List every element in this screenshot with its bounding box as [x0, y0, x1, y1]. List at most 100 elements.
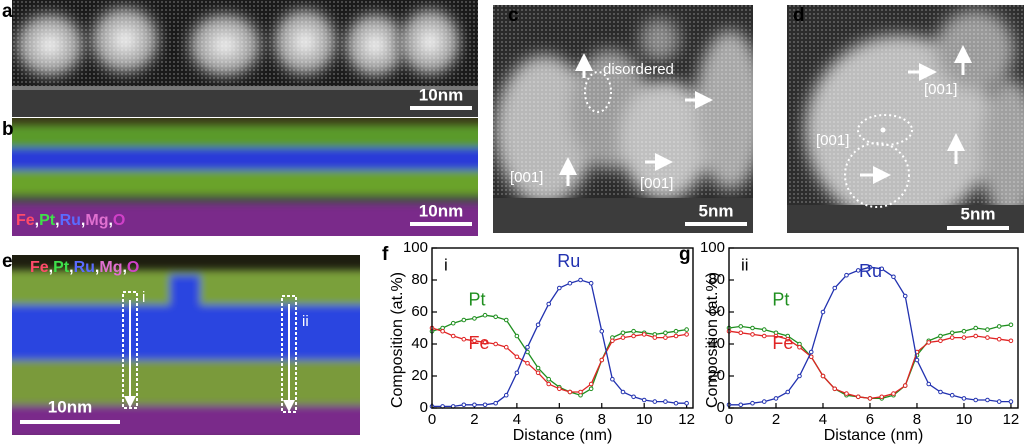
element-name: Mg: [85, 212, 108, 229]
y-tick-label: 100: [403, 239, 428, 256]
element-name: O: [127, 259, 139, 276]
x-tick-label: 6: [555, 411, 563, 428]
data-point: [808, 349, 814, 355]
data-point: [503, 317, 509, 323]
data-point: [750, 332, 755, 337]
x-tick-label: 8: [598, 411, 606, 428]
data-point: [525, 360, 530, 366]
data-point: [546, 381, 552, 387]
data-point: [567, 280, 573, 286]
separator: ,: [55, 212, 59, 229]
x-tick-label: 4: [819, 411, 827, 428]
data-point: [949, 335, 955, 340]
data-point: [938, 389, 943, 395]
data-point: [902, 293, 908, 299]
data-point: [514, 370, 520, 376]
data-point: [461, 336, 467, 342]
panel-label: g: [679, 244, 691, 265]
image-e: [12, 255, 360, 435]
data-point: [926, 381, 932, 387]
data-point: [641, 397, 647, 403]
x-tick-label: 8: [913, 411, 921, 428]
x-tick-label: 12: [1003, 411, 1020, 428]
element-name: Ru: [60, 212, 81, 229]
scale-bar-label: 5nm: [961, 204, 996, 223]
data-point: [761, 333, 767, 339]
annotation: i: [142, 289, 145, 306]
data-point: [750, 400, 755, 406]
data-point: [996, 324, 1002, 329]
data-point: [472, 316, 477, 321]
data-point: [610, 376, 615, 382]
x-tick-label: 10: [956, 411, 973, 428]
data-point: [652, 399, 658, 404]
data-point: [588, 386, 594, 392]
element-legend: Fe,Pt,Ru,Mg,O: [16, 212, 125, 229]
element-name: Mg: [99, 259, 122, 276]
panel-label: c: [508, 5, 519, 26]
y-tick-label: 60: [411, 303, 428, 320]
data-point: [578, 389, 583, 395]
element-name: Ru: [74, 259, 95, 276]
data-point: [797, 373, 802, 379]
data-point: [557, 285, 562, 291]
data-point: [961, 396, 967, 401]
data-point: [673, 333, 679, 339]
data-point: [1008, 322, 1014, 328]
annotation: [001]: [510, 169, 543, 186]
data-point: [738, 330, 744, 336]
y-tick-label: 0: [420, 399, 428, 416]
x-tick-label: 2: [772, 411, 780, 428]
series-line: [728, 330, 1012, 400]
data-point: [867, 396, 873, 401]
data-point: [599, 328, 605, 334]
data-point: [879, 266, 885, 272]
data-point: [996, 336, 1002, 342]
image-d: [787, 5, 1024, 233]
data-point: [535, 365, 541, 371]
data-point: [832, 386, 838, 392]
data-point: [461, 317, 467, 323]
x-tick-label: 10: [636, 411, 653, 428]
x-tick-label: 12: [678, 411, 695, 428]
image-a: [12, 0, 478, 117]
data-point: [949, 330, 955, 336]
data-point: [797, 344, 802, 350]
data-point: [855, 394, 861, 400]
annotation: ii: [741, 255, 749, 274]
y-tick-label: 60: [708, 303, 725, 320]
separator: ,: [81, 212, 85, 229]
series-label: Pt: [772, 290, 789, 310]
data-point: [578, 277, 583, 283]
data-point: [926, 340, 932, 345]
element-name: Pt: [39, 212, 56, 229]
data-point: [620, 335, 626, 340]
data-point: [820, 309, 826, 315]
data-point: [985, 335, 990, 340]
separator: ,: [69, 259, 73, 276]
data-point: [588, 381, 594, 387]
data-point: [663, 335, 668, 340]
data-point: [620, 330, 626, 336]
data-point: [588, 280, 594, 286]
data-point: [493, 400, 498, 406]
data-point: [472, 402, 477, 408]
element-name: Fe: [16, 212, 35, 229]
data-point: [832, 285, 838, 291]
annotation: [001]: [816, 132, 849, 149]
data-point: [973, 333, 979, 339]
panel-label: b: [2, 119, 14, 140]
image-c: [493, 5, 753, 233]
series-line: [431, 314, 687, 396]
data-point: [773, 396, 779, 401]
data-point: [1008, 399, 1014, 404]
scale-bar-label: 5nm: [699, 201, 734, 220]
data-point: [503, 344, 509, 350]
plot-frame: [728, 247, 1019, 409]
data-point: [567, 389, 573, 395]
data-point: [673, 328, 679, 334]
data-point: [761, 327, 767, 332]
annotation: [001]: [924, 81, 957, 98]
series-label: Fe: [469, 333, 490, 353]
